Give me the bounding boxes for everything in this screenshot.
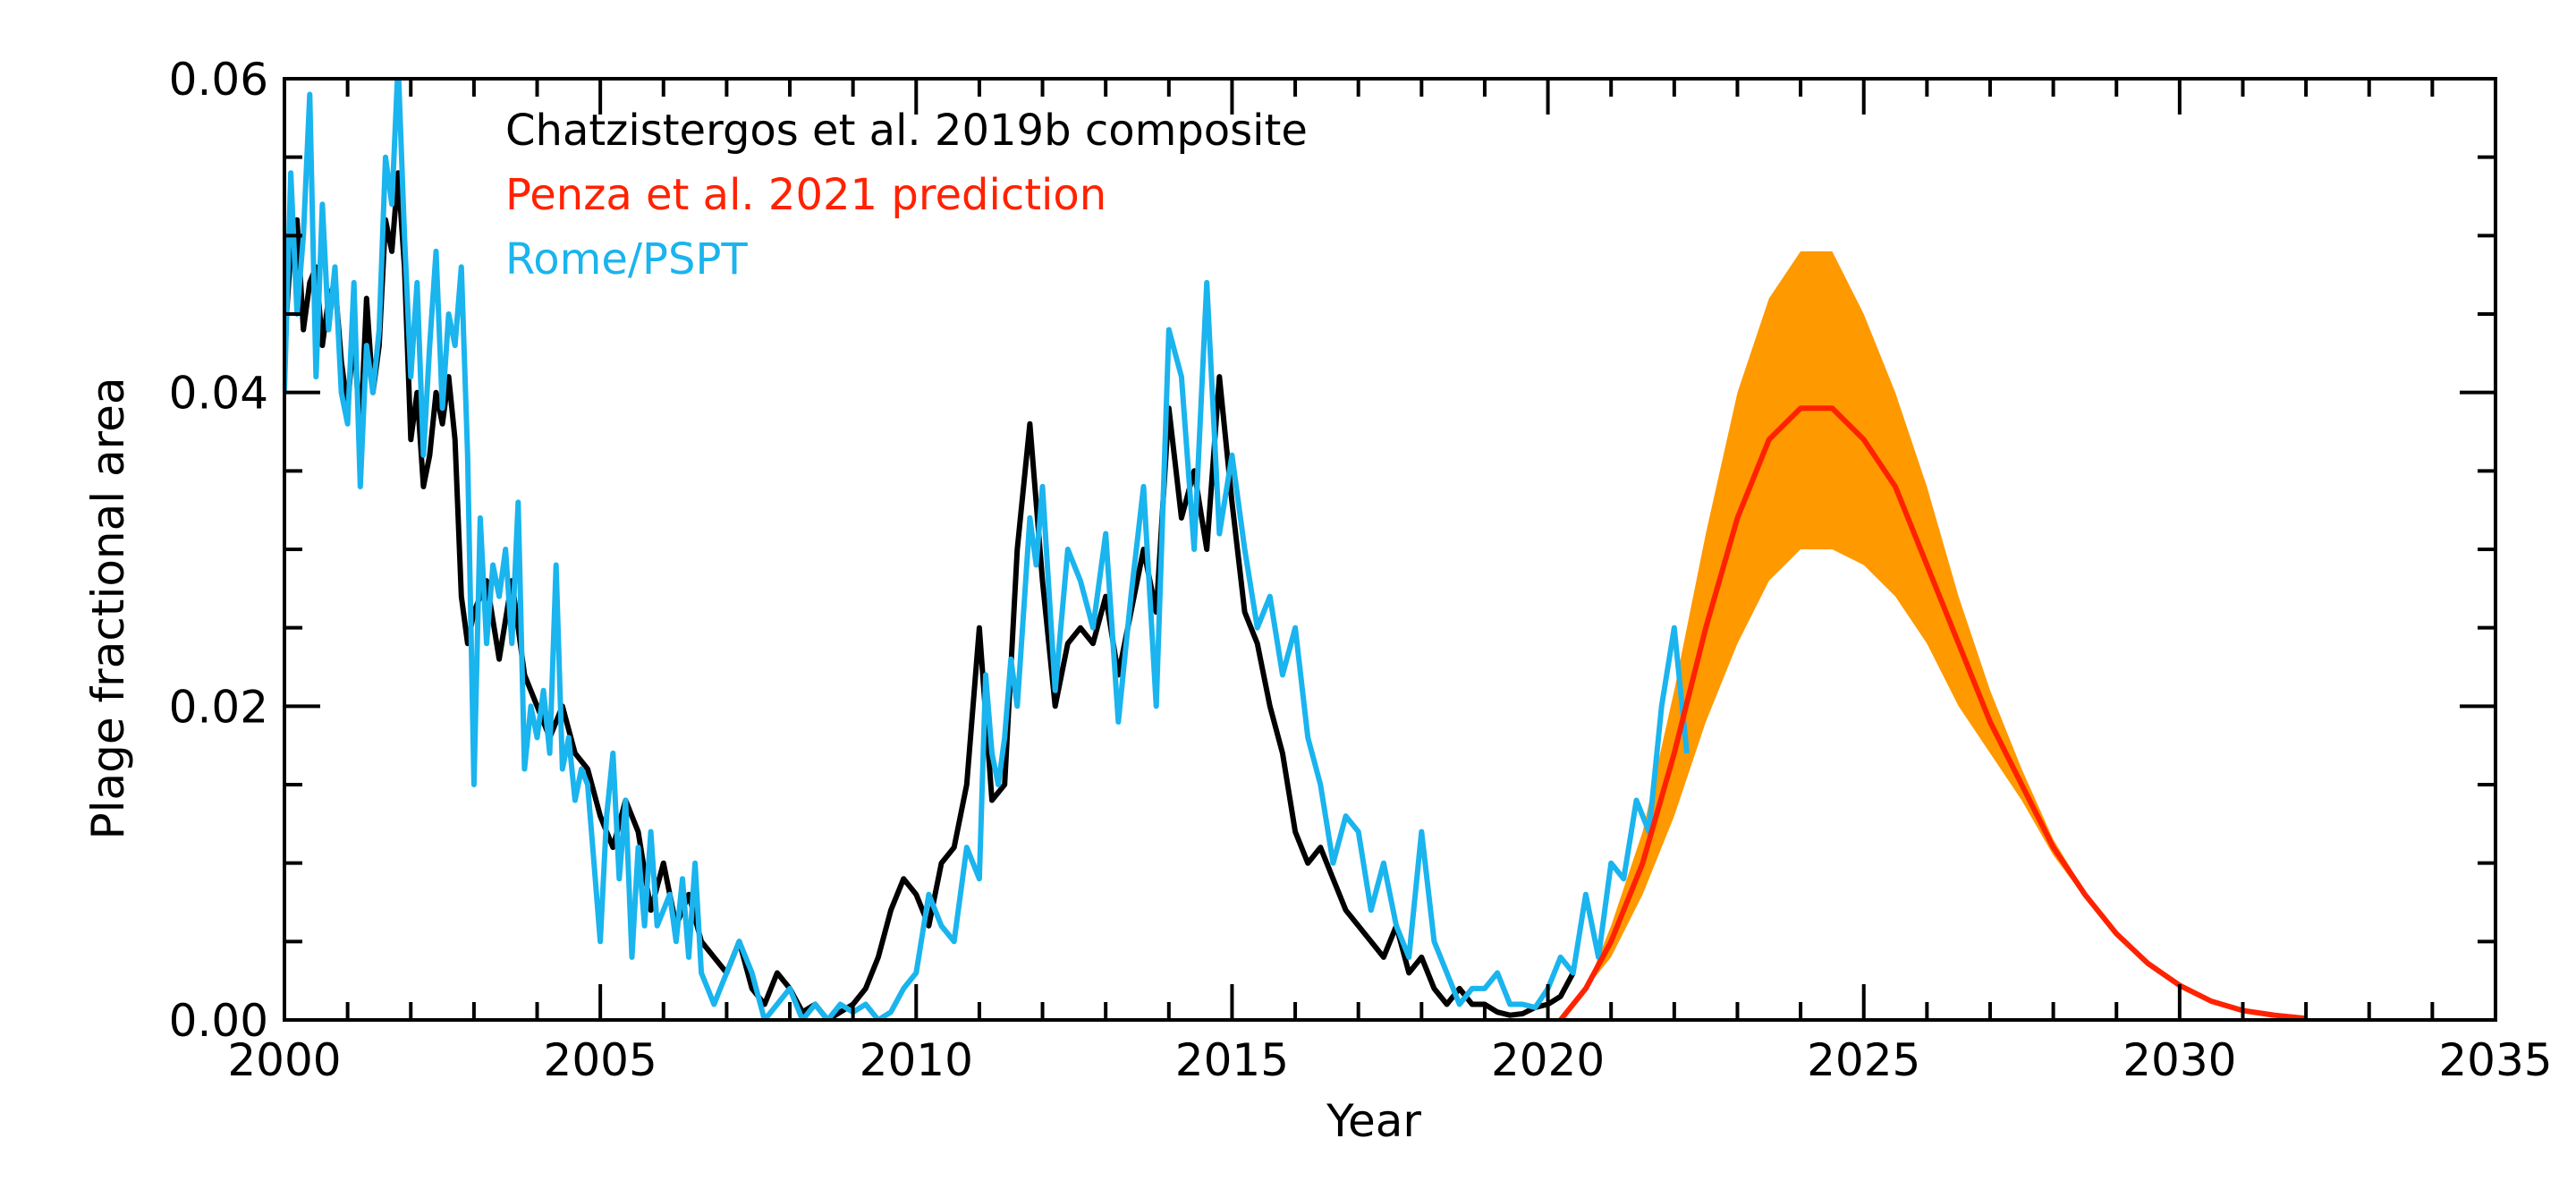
- x-tick-label: 2015: [1175, 1034, 1289, 1086]
- x-axis-title: Year: [1326, 1095, 1421, 1147]
- legend-entry-pspt: Rome/PSPT: [505, 234, 748, 285]
- x-tick-label: 2010: [860, 1034, 973, 1086]
- x-tick-label: 2035: [2438, 1034, 2552, 1086]
- legend-entry-prediction: Penza et al. 2021 prediction: [505, 170, 1106, 220]
- y-axis-title: Plage fractional area: [82, 377, 134, 839]
- y-tick-label: 0.06: [169, 54, 268, 106]
- series-pspt-line: [284, 79, 1690, 1020]
- y-tick-label: 0.04: [169, 368, 268, 420]
- legend: Chatzistergos et al. 2019b composite Pen…: [505, 106, 1308, 285]
- x-tick-label: 2020: [1491, 1034, 1605, 1086]
- y-tick-label: 0.00: [169, 995, 268, 1047]
- axes: 2000 2005 2010 2015 2020 2025 2030 2035 0.00 0.02…: [169, 54, 2553, 1086]
- x-tick-label: 2005: [544, 1034, 657, 1086]
- x-tick-label: 2000: [227, 1034, 341, 1086]
- x-tick-label: 2025: [1807, 1034, 1920, 1086]
- prediction-uncertainty-band: [1560, 251, 2307, 1020]
- y-tick-label: 0.02: [169, 681, 268, 733]
- legend-entry-composite: Chatzistergos et al. 2019b composite: [505, 106, 1308, 156]
- x-tick-label: 2030: [2123, 1034, 2236, 1086]
